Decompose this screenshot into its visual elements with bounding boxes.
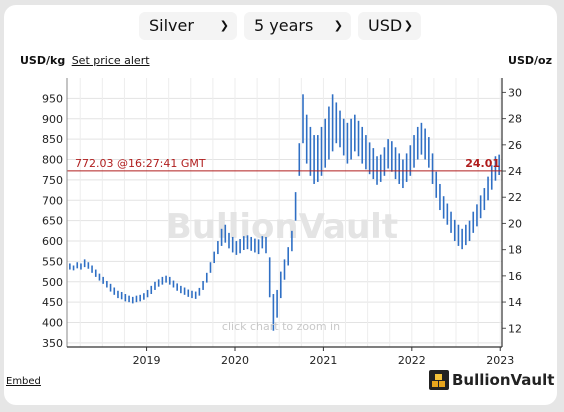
y-right-tick-label: 16 bbox=[508, 270, 522, 283]
y-left-tick-label: 850 bbox=[42, 133, 63, 146]
y-left-tick-label: 400 bbox=[42, 317, 63, 330]
logo-text: BullionVault bbox=[452, 371, 555, 389]
selector-bar: Silver ❯ 5 years ❯ USD ❯ bbox=[0, 12, 564, 42]
currency-select-value: USD bbox=[368, 16, 403, 35]
y-left-tick-label: 550 bbox=[42, 255, 63, 268]
watermark-text: BullionVault bbox=[166, 207, 398, 247]
embed-link[interactable]: Embed bbox=[6, 376, 41, 387]
right-unit-label: USD/oz bbox=[508, 54, 552, 67]
y-right-tick-label: 12 bbox=[508, 322, 522, 335]
y-left-tick-label: 600 bbox=[42, 235, 63, 248]
y-right-tick-label: 14 bbox=[508, 296, 522, 309]
y-left-tick-label: 900 bbox=[42, 113, 63, 126]
chevron-down-icon: ❯ bbox=[219, 19, 229, 32]
gold-bars-icon bbox=[429, 370, 449, 390]
x-tick-label: 2023 bbox=[486, 354, 514, 367]
y-left-tick-label: 450 bbox=[42, 296, 63, 309]
y-left-tick-label: 700 bbox=[42, 194, 63, 207]
y-left-tick-label: 650 bbox=[42, 215, 63, 228]
y-right-tick-label: 28 bbox=[508, 113, 522, 126]
y-left-tick-label: 800 bbox=[42, 154, 63, 167]
chevron-down-icon: ❯ bbox=[403, 19, 413, 32]
metal-select-value: Silver bbox=[149, 16, 194, 35]
y-right-tick-label: 20 bbox=[508, 217, 522, 230]
chart-header-left: USD/kg Set price alert bbox=[20, 54, 150, 67]
x-tick-label: 2021 bbox=[309, 354, 337, 367]
current-price-label: 772.03 @16:27:41 GMT bbox=[75, 157, 206, 170]
price-alert-link[interactable]: Set price alert bbox=[71, 54, 150, 67]
y-left-tick-label: 750 bbox=[42, 174, 63, 187]
y-right-tick-label: 30 bbox=[508, 86, 522, 99]
y-right-tick-label: 24 bbox=[508, 165, 522, 178]
chevron-down-icon: ❯ bbox=[333, 19, 343, 32]
left-unit-label: USD/kg bbox=[20, 54, 66, 67]
x-tick-label: 2019 bbox=[133, 354, 161, 367]
y-right-tick-label: 26 bbox=[508, 139, 522, 152]
period-select-value: 5 years bbox=[254, 16, 314, 35]
x-tick-label: 2022 bbox=[398, 354, 426, 367]
current-price-oz-label: 24.01 bbox=[465, 157, 500, 170]
y-left-tick-label: 350 bbox=[42, 337, 63, 350]
y-right-tick-label: 18 bbox=[508, 244, 522, 257]
period-select[interactable]: 5 years ❯ bbox=[244, 12, 351, 40]
metal-select[interactable]: Silver ❯ bbox=[139, 12, 237, 40]
y-left-tick-label: 950 bbox=[42, 92, 63, 105]
x-tick-label: 2020 bbox=[221, 354, 249, 367]
y-right-tick-label: 22 bbox=[508, 191, 522, 204]
zoom-hint-text: click chart to zoom in bbox=[222, 320, 340, 333]
y-left-tick-label: 500 bbox=[42, 276, 63, 289]
currency-select[interactable]: USD ❯ bbox=[358, 12, 421, 40]
